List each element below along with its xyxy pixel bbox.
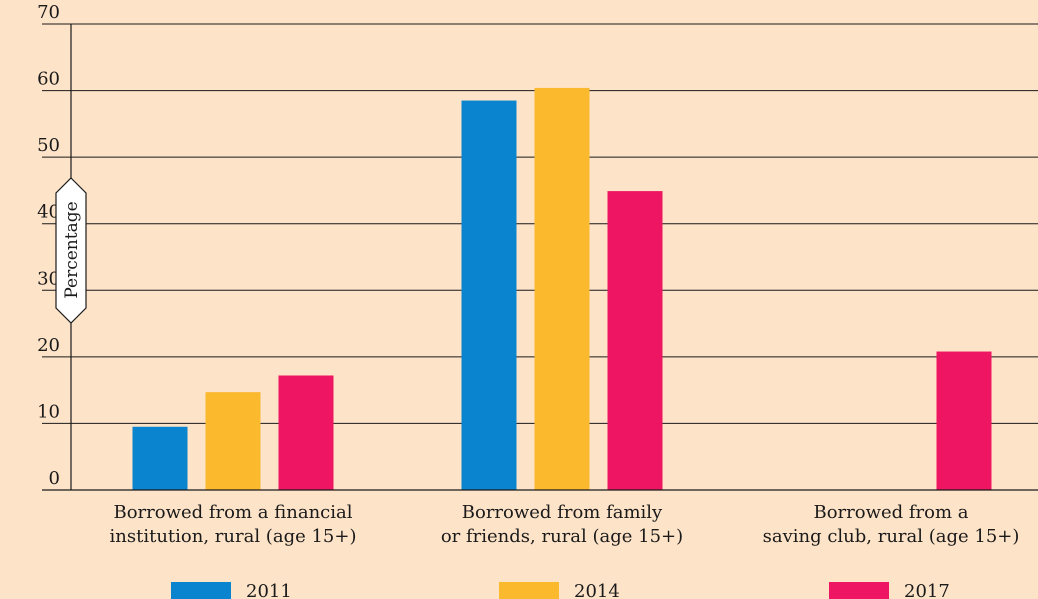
- y-tick-label: 0: [49, 468, 60, 489]
- bar-2014-cat2: [534, 87, 590, 490]
- category-label: Borrowed from a financial: [113, 502, 352, 523]
- y-axis-label: Percentage: [55, 177, 87, 324]
- legend-label-2017: 2017: [904, 581, 950, 599]
- category-label: institution, rural (age 15+): [110, 526, 357, 547]
- y-tick-label: 40: [37, 202, 60, 223]
- legend: 2011 2014 2017: [171, 581, 950, 599]
- bar-2017-cat1: [278, 375, 334, 490]
- y-tick-label: 60: [37, 69, 60, 90]
- y-tick-label: 30: [37, 268, 60, 289]
- y-tick-label: 70: [37, 2, 60, 23]
- bar-2017-cat2: [607, 191, 663, 490]
- y-tick-label: 20: [37, 335, 60, 356]
- category-label: Borrowed from a: [813, 502, 968, 523]
- y-tick-label: 10: [37, 401, 60, 422]
- y-tick-label: 50: [37, 135, 60, 156]
- bars: [132, 87, 992, 491]
- y-axis-label-badge: [55, 177, 87, 324]
- legend-label-2014: 2014: [574, 581, 620, 599]
- category-label: or friends, rural (age 15+): [441, 526, 683, 547]
- legend-swatch-2014: [499, 582, 559, 599]
- category-label: saving club, rural (age 15+): [763, 526, 1020, 547]
- legend-swatch-2017: [829, 582, 889, 599]
- bar-2014-cat1: [205, 392, 261, 490]
- category-labels: Borrowed from a financial institution, ru…: [110, 502, 1020, 547]
- y-axis-label-text: Percentage: [62, 201, 82, 298]
- y-axis-ticks: 0 10 20 30 40 50 60 70: [37, 2, 60, 489]
- legend-swatch-2011: [171, 582, 231, 599]
- bar-2011-cat2: [461, 100, 517, 491]
- bar-2011-cat1: [132, 426, 188, 490]
- category-label: Borrowed from family: [462, 502, 663, 523]
- bar-2017-cat3: [936, 351, 992, 490]
- legend-label-2011: 2011: [246, 581, 292, 599]
